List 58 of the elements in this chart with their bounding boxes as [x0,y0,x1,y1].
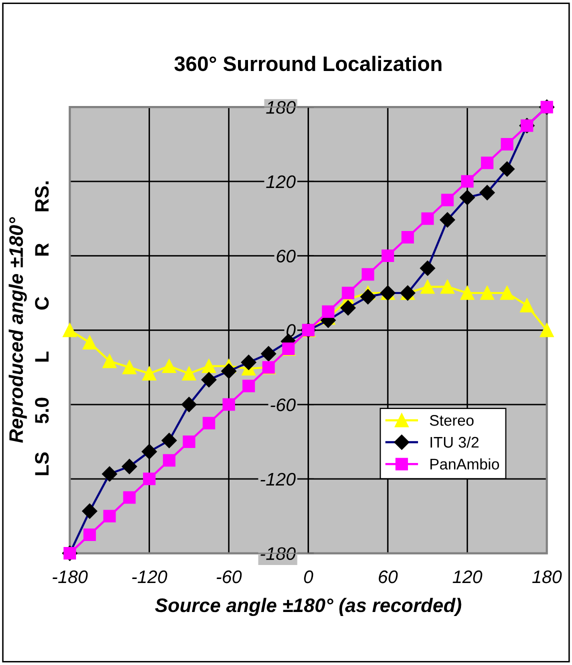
x-tick-label: 0 [304,570,314,584]
y-tick-label: 60 [276,250,296,263]
x-tick-label: 180 [532,570,562,584]
point [82,336,97,350]
point [322,305,334,318]
point [342,286,354,300]
point [122,360,136,374]
y-tick-label: -120 [260,472,296,486]
x-tick-label: -120 [132,570,168,584]
y-tick-label: 120 [266,175,296,188]
point [362,268,374,281]
point [182,435,196,448]
x-tick-label: -180 [52,570,88,584]
point [500,138,514,150]
point [83,528,96,541]
point [382,250,394,262]
x-tick-label: 120 [452,570,482,584]
point [143,472,156,486]
text: L [35,352,49,362]
x-tick-label: 60 [378,570,398,584]
point [162,359,176,374]
x-tick-label: -60 [216,570,242,584]
point [441,194,454,206]
point [222,398,236,411]
chart-title: 360° Surround Localization [174,56,442,72]
point [103,510,116,522]
text: 5.0 [34,398,49,424]
legend-label: ITU 3/2 [430,436,479,448]
point [420,280,435,294]
y-tick-label: -60 [270,398,296,412]
point [421,212,434,225]
text: RS. [34,181,49,212]
legend-label: PanAmbio [430,458,500,470]
text: LS [34,452,49,476]
point [520,298,534,312]
text: R [35,243,49,256]
y-tick-label: -180 [260,547,296,560]
point [500,286,514,300]
y-axis-title: Reproduced angle ±180° [8,217,27,443]
point [62,323,77,338]
point [480,156,494,170]
point [142,366,156,380]
point [461,175,474,188]
legend-label: Stereo [430,415,474,426]
point [460,286,474,300]
point [182,366,196,380]
point [440,280,454,294]
point [242,380,255,392]
point [540,323,554,338]
point [202,416,216,430]
point [480,286,494,300]
x-axis-title: Source angle ±180° (as recorded) [155,598,462,616]
point [401,230,414,244]
point [102,354,116,368]
point [162,454,176,467]
point [123,491,136,504]
text: C [34,296,49,310]
point [202,359,216,374]
